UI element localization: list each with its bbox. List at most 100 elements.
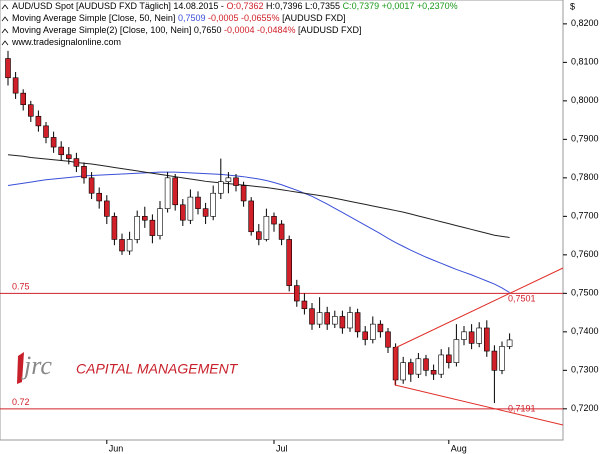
candle-body: [164, 177, 171, 209]
candle-body: [180, 204, 186, 221]
candle-body: [445, 354, 452, 363]
candle-body: [506, 339, 513, 347]
header-text: [AUDUSD FXD]: [282, 13, 346, 23]
y-tick-label: 0,8000: [571, 95, 599, 105]
candle-body: [271, 216, 277, 225]
candle-body: [415, 358, 422, 375]
candle-body: [187, 196, 194, 221]
candle-body: [293, 285, 300, 302]
header-line: Moving Average Simple [Close, 50, Nein] …: [12, 13, 346, 23]
y-tick-label: 0,8200: [571, 18, 599, 28]
candle-body: [96, 192, 102, 202]
plot-area: [0, 0, 564, 441]
candle-body: [43, 125, 49, 138]
candle-body: [499, 346, 505, 371]
y-tick-label: 0,7200: [571, 403, 599, 413]
candle-body: [331, 316, 338, 325]
x-tick-label: Jul: [276, 443, 288, 453]
header-text: [AUDUSD FXD]: [298, 25, 362, 35]
candle-body: [73, 158, 80, 167]
candle-body: [88, 177, 95, 194]
logo-mark: jrc: [21, 351, 52, 380]
trend-line: [394, 267, 564, 349]
candle-body: [468, 331, 475, 344]
y-tick-label: 0,7300: [571, 365, 599, 375]
candle-body: [423, 358, 429, 371]
candle-body: [172, 177, 178, 206]
candle-body: [438, 354, 445, 375]
candle-body: [195, 196, 201, 209]
candle-body: [104, 200, 110, 217]
candle-body: [58, 146, 65, 156]
currency: $: [570, 1, 575, 11]
candle-body: [12, 77, 19, 94]
annotation: 0,7501: [508, 293, 536, 303]
y-tick-label: 0,8100: [571, 57, 599, 67]
candle-body: [369, 323, 376, 340]
candle-body: [347, 312, 353, 329]
candle-body: [248, 200, 254, 233]
candle-body: [400, 362, 407, 381]
header-line: Moving Average Simple(2) [Close, 100, Ne…: [12, 25, 362, 35]
header-text: 0,7509: [178, 13, 206, 23]
candle-body: [218, 181, 224, 194]
candle-body: [20, 92, 27, 106]
candle-body: [134, 216, 140, 240]
header-line: AUD/USD Spot [AUDUSD FXD Täglich] 14.08.…: [12, 1, 458, 11]
y-tick-label: 0,7900: [571, 134, 599, 144]
header-text: AUD/USD Spot [AUDUSD FXD Täglich] 14.08.…: [12, 1, 224, 11]
candle-body: [111, 216, 118, 240]
header-text: -0,0004 -0,0484%: [224, 25, 296, 35]
candle-body: [316, 312, 323, 325]
candle-body: [157, 208, 163, 236]
candle-body: [119, 239, 125, 252]
candle-body: [81, 165, 87, 179]
y-tick-label: 0,7800: [571, 172, 599, 182]
candle-body: [362, 331, 369, 340]
header-text: H:0,7396 L:0,7355: [266, 1, 340, 11]
candle-body: [483, 327, 490, 352]
candle-body: [407, 362, 414, 375]
ma-line: [7, 154, 510, 239]
candle-body: [309, 308, 315, 325]
x-tick-label: Aug: [451, 443, 467, 453]
candle-body: [453, 339, 460, 363]
header-icon: [1, 4, 9, 10]
candle-body: [286, 239, 293, 286]
y-tick-label: 0,7700: [571, 211, 599, 221]
annotation: 0,7191: [508, 403, 536, 413]
candle-body: [202, 208, 209, 217]
candle-body: [461, 331, 467, 340]
header-text: O:0,7362: [226, 1, 263, 11]
candle-body: [50, 137, 57, 148]
candle-body: [476, 327, 483, 344]
level-label: 0.72: [12, 397, 30, 407]
candle-body: [255, 231, 262, 240]
candle-body: [430, 370, 437, 375]
y-tick-label: 0,7400: [571, 326, 599, 336]
candle-body: [324, 312, 331, 325]
candle-body: [142, 216, 148, 221]
header-text: www.tradesignalonline.com: [11, 37, 121, 47]
header-text: C:0,7379 +0,0017 +0,2370%: [343, 1, 458, 11]
candle-body: [35, 115, 42, 127]
header-text: Moving Average Simple [Close, 50, Nein]: [12, 13, 175, 23]
candle-body: [377, 323, 384, 333]
header-icon: [1, 40, 9, 46]
candle-body: [233, 177, 239, 186]
trend-line: [394, 384, 564, 426]
candle-body: [392, 346, 399, 381]
header-text: Moving Average Simple(2) [Close, 100, Ne…: [12, 25, 221, 35]
candle-body: [385, 331, 391, 348]
candle-body: [27, 104, 34, 117]
candle-body: [354, 312, 361, 333]
logo-text: CAPITAL MANAGEMENT: [76, 361, 239, 377]
candle-body: [126, 239, 133, 252]
logo-icon: [17, 352, 24, 384]
candle-body: [339, 316, 346, 329]
y-tick-label: 0,7500: [571, 288, 599, 298]
header-line: www.tradesignalonline.com: [11, 37, 121, 47]
header-text: -0,0005 -0,0655%: [208, 13, 280, 23]
marks: [0, 50, 563, 410]
